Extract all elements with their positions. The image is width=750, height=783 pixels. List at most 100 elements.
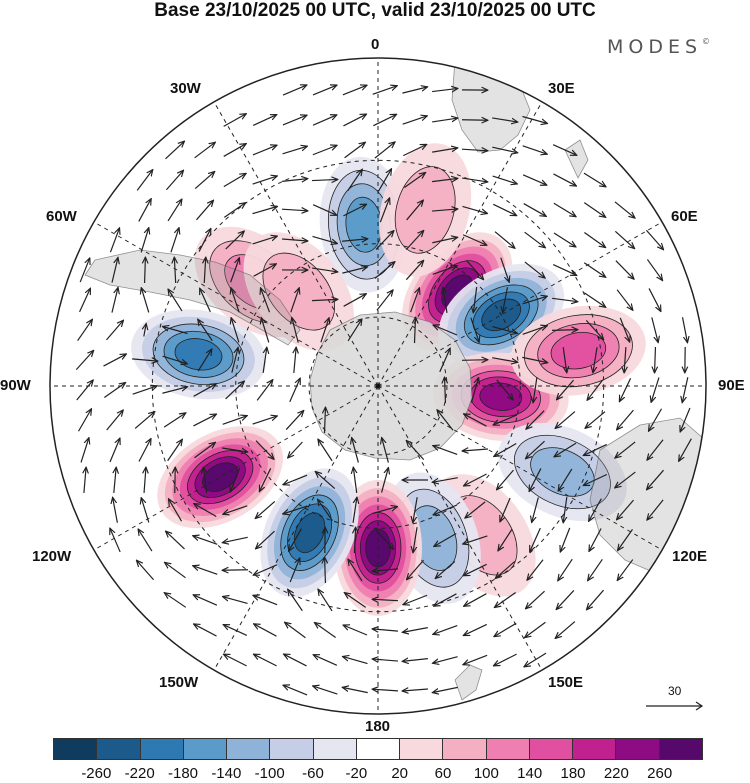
colorbar-cell <box>183 739 228 759</box>
lon-label-90w: 90W <box>0 377 31 394</box>
wind-arrow <box>320 318 329 343</box>
wind-arrow <box>583 262 606 278</box>
wind-arrow <box>313 655 338 666</box>
wind-arrow <box>553 202 576 216</box>
wind-arrow <box>79 258 90 283</box>
wind-arrow <box>252 416 278 425</box>
colorbar-tick-label: -60 <box>302 765 324 782</box>
wind-arrow <box>524 652 547 667</box>
wind-arrow <box>465 501 486 518</box>
wind-arrow <box>167 439 183 462</box>
wind-arrow <box>106 410 124 431</box>
wind-arrow <box>682 377 689 402</box>
wind-arrow <box>109 228 119 253</box>
wind-arrow <box>193 566 218 575</box>
wind-arrow <box>533 377 538 403</box>
wind-arrow <box>493 414 518 425</box>
wind-arrow <box>162 387 187 394</box>
wind-arrow <box>470 378 478 403</box>
wind-arrow <box>253 264 277 277</box>
wind-arrow <box>413 497 418 523</box>
colorbar-tick-label: -20 <box>345 765 368 782</box>
wind-arrow <box>529 468 542 491</box>
wind-arrow <box>405 230 423 251</box>
wind-arrow <box>552 298 578 301</box>
wind-arrow <box>494 442 517 456</box>
wind-arrow <box>344 593 367 608</box>
wind-arrow <box>223 203 245 218</box>
colorbar-cell <box>443 739 487 759</box>
wind-arrow <box>104 382 125 399</box>
polar-map[interactable] <box>0 0 750 735</box>
wind-arrow <box>503 287 509 313</box>
anomaly-center <box>260 468 359 598</box>
wind-arrow <box>372 659 399 661</box>
wind-arrow <box>347 169 363 192</box>
wind-arrow <box>132 386 158 395</box>
wind-arrow <box>433 504 458 515</box>
colorbar-tick-labels: -260 -220 -180 -140 -100 -60 -20 20 60 100 140 180 2… <box>53 765 703 783</box>
wind-arrow <box>162 355 188 364</box>
colorbar-cell <box>356 739 401 759</box>
parallel-circle <box>235 243 521 529</box>
wind-vectors <box>75 85 692 696</box>
wind-arrow <box>193 384 217 397</box>
lon-label-120w: 120W <box>32 548 72 565</box>
wind-arrow <box>556 379 574 400</box>
wind-arrow <box>325 407 326 434</box>
wind-arrow <box>114 467 116 494</box>
wind-arrow <box>498 528 513 551</box>
wind-arrow <box>617 559 634 581</box>
wind-arrow <box>231 318 240 343</box>
wind-arrow <box>494 622 517 636</box>
wind-arrow <box>168 289 183 312</box>
meridian-line <box>377 385 543 671</box>
wind-arrow <box>312 85 337 96</box>
wind-arrow <box>222 570 249 571</box>
wind-arrow <box>432 178 458 181</box>
wind-arrow <box>136 560 155 581</box>
wind-arrow <box>495 560 516 578</box>
wind-arrow <box>283 654 307 667</box>
wind-arrow <box>433 625 458 635</box>
wind-arrow <box>522 296 548 305</box>
wind-arrow <box>403 594 428 604</box>
wind-arrow <box>288 441 303 458</box>
wind-arrow <box>223 654 247 667</box>
colorbar-cell <box>54 739 98 759</box>
wind-arrow <box>380 467 389 493</box>
wind-arrow <box>431 209 458 211</box>
anomaly-center <box>498 422 627 522</box>
wind-arrow <box>522 356 547 362</box>
wind-arrow <box>342 656 368 665</box>
colorbar-cell <box>573 739 617 759</box>
wind-arrow <box>404 172 425 188</box>
wind-arrow <box>462 177 488 182</box>
wind-arrow <box>680 407 691 432</box>
lon-label-0: 0 <box>371 36 380 53</box>
wind-arrow <box>618 529 633 550</box>
wind-arrow <box>500 497 511 522</box>
wind-arrow <box>166 531 185 550</box>
wind-arrow <box>225 231 245 250</box>
lon-label-30e: 30E <box>548 80 575 97</box>
wind-arrow <box>283 474 308 485</box>
wind-arrow <box>194 171 215 190</box>
wind-arrow <box>470 317 479 343</box>
wind-arrow <box>77 319 93 342</box>
wind-arrow <box>526 410 545 430</box>
wind-arrow <box>646 259 662 280</box>
wind-arrow <box>352 497 357 523</box>
wind-arrow <box>106 320 123 341</box>
wind-arrow <box>525 621 546 637</box>
lon-label-150w: 150W <box>159 674 199 691</box>
wind-arrow <box>194 142 216 159</box>
wind-arrow <box>494 231 515 249</box>
wind-arrow <box>372 599 399 600</box>
wind-arrow <box>76 380 93 401</box>
wind-arrow <box>406 559 425 580</box>
wind-arrow <box>194 442 216 459</box>
wind-arrow <box>556 590 575 609</box>
wind-arrow <box>439 348 450 373</box>
wind-arrow <box>343 204 366 217</box>
